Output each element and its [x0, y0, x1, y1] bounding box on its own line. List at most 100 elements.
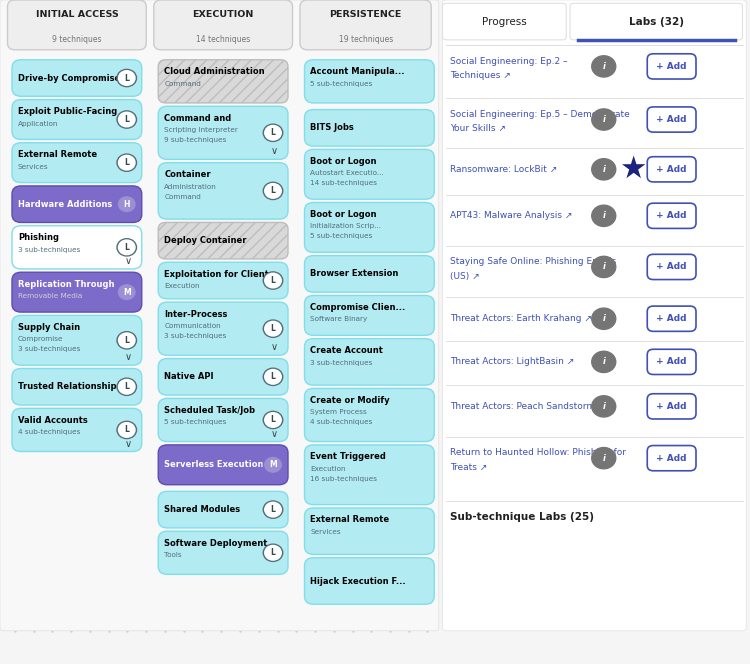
Text: 5 sub-techniques: 5 sub-techniques	[164, 419, 226, 426]
Text: Scheduled Task/Job: Scheduled Task/Job	[164, 406, 255, 415]
Text: Command: Command	[164, 80, 201, 87]
FancyBboxPatch shape	[442, 3, 566, 40]
Text: L: L	[124, 158, 129, 167]
FancyBboxPatch shape	[158, 531, 288, 574]
Text: Replication Through: Replication Through	[18, 280, 115, 289]
Text: 9 sub-techniques: 9 sub-techniques	[164, 137, 226, 143]
Text: + Add: + Add	[656, 314, 687, 323]
Text: APT43: Malware Analysis ↗: APT43: Malware Analysis ↗	[450, 211, 572, 220]
FancyBboxPatch shape	[158, 262, 288, 299]
Circle shape	[263, 456, 283, 473]
Text: Create or Modify: Create or Modify	[310, 396, 390, 405]
Text: i: i	[602, 262, 605, 272]
Circle shape	[592, 109, 616, 130]
FancyBboxPatch shape	[647, 107, 696, 132]
FancyBboxPatch shape	[300, 0, 431, 50]
FancyBboxPatch shape	[8, 0, 146, 50]
Circle shape	[118, 380, 135, 394]
FancyBboxPatch shape	[304, 558, 434, 604]
Text: L: L	[271, 373, 275, 381]
FancyBboxPatch shape	[158, 60, 288, 103]
Text: ∨: ∨	[124, 352, 132, 363]
Circle shape	[263, 320, 283, 337]
Circle shape	[118, 240, 135, 255]
Text: Staying Safe Online: Phishing Emails: Staying Safe Online: Phishing Emails	[450, 257, 616, 266]
Text: 3 sub-techniques: 3 sub-techniques	[310, 359, 373, 366]
Text: Return to Haunted Hollow: Phishing for: Return to Haunted Hollow: Phishing for	[450, 448, 626, 457]
Text: 9 techniques: 9 techniques	[52, 35, 102, 44]
Circle shape	[265, 184, 281, 199]
Circle shape	[117, 154, 136, 171]
FancyBboxPatch shape	[304, 295, 434, 335]
Text: L: L	[271, 416, 275, 424]
Text: Your Skills ↗: Your Skills ↗	[450, 124, 506, 133]
FancyBboxPatch shape	[158, 163, 288, 219]
FancyBboxPatch shape	[0, 0, 439, 631]
Text: System Process: System Process	[310, 409, 368, 416]
Text: L: L	[124, 382, 129, 391]
Circle shape	[592, 205, 616, 226]
Circle shape	[263, 272, 283, 290]
Text: Phishing: Phishing	[18, 233, 59, 242]
Circle shape	[265, 457, 281, 472]
FancyBboxPatch shape	[12, 186, 142, 222]
Circle shape	[592, 159, 616, 180]
Text: Software Deployment: Software Deployment	[164, 539, 268, 548]
Text: 4 sub-techniques: 4 sub-techniques	[18, 429, 80, 436]
Circle shape	[263, 368, 283, 385]
Text: Scripting Interpreter: Scripting Interpreter	[164, 127, 238, 133]
Circle shape	[118, 197, 135, 211]
Text: i: i	[602, 357, 605, 367]
FancyBboxPatch shape	[304, 508, 434, 554]
Text: 5 sub-techniques: 5 sub-techniques	[310, 233, 373, 240]
Circle shape	[592, 308, 616, 329]
Circle shape	[118, 423, 135, 438]
Text: 3 sub-techniques: 3 sub-techniques	[164, 333, 226, 339]
Text: H: H	[124, 200, 130, 208]
FancyBboxPatch shape	[304, 149, 434, 199]
Text: EXECUTION: EXECUTION	[193, 10, 254, 19]
Text: L: L	[124, 426, 129, 434]
Text: Exploitation for Client: Exploitation for Client	[164, 270, 269, 279]
Text: INITIAL ACCESS: INITIAL ACCESS	[35, 10, 118, 19]
Circle shape	[265, 503, 281, 517]
Circle shape	[117, 111, 136, 128]
Text: Progress: Progress	[482, 17, 526, 27]
Circle shape	[118, 333, 135, 348]
FancyBboxPatch shape	[304, 388, 434, 442]
Text: Boot or Logon: Boot or Logon	[310, 157, 377, 166]
Text: Social Engineering: Ep.5 – Demonstrate: Social Engineering: Ep.5 – Demonstrate	[450, 110, 630, 119]
Text: L: L	[271, 276, 275, 285]
FancyBboxPatch shape	[647, 446, 696, 471]
Circle shape	[118, 112, 135, 127]
Text: i: i	[602, 454, 605, 463]
Text: + Add: + Add	[656, 62, 687, 71]
Circle shape	[263, 544, 283, 562]
FancyBboxPatch shape	[158, 445, 288, 485]
Text: Event Triggered: Event Triggered	[310, 452, 386, 461]
Circle shape	[265, 412, 281, 428]
Text: External Remote: External Remote	[310, 515, 390, 525]
FancyBboxPatch shape	[304, 445, 434, 505]
Circle shape	[263, 411, 283, 429]
Text: Inter-Process: Inter-Process	[164, 309, 228, 319]
Text: Compromise Clien...: Compromise Clien...	[310, 303, 406, 312]
Circle shape	[263, 501, 283, 519]
Text: L: L	[124, 336, 129, 345]
Circle shape	[117, 422, 136, 439]
Text: + Add: + Add	[656, 115, 687, 124]
Text: Software Binary: Software Binary	[310, 316, 368, 323]
Text: ∨: ∨	[271, 146, 278, 157]
Circle shape	[263, 183, 283, 200]
FancyBboxPatch shape	[647, 203, 696, 228]
Text: L: L	[271, 505, 275, 514]
Text: ∨: ∨	[271, 342, 278, 353]
Text: External Remote: External Remote	[18, 150, 98, 159]
Text: Application: Application	[18, 120, 58, 127]
Circle shape	[118, 285, 135, 299]
FancyBboxPatch shape	[12, 272, 142, 312]
Text: Autostart Executio...: Autostart Executio...	[310, 170, 384, 177]
FancyBboxPatch shape	[12, 408, 142, 452]
Circle shape	[118, 155, 135, 170]
FancyBboxPatch shape	[12, 143, 142, 183]
